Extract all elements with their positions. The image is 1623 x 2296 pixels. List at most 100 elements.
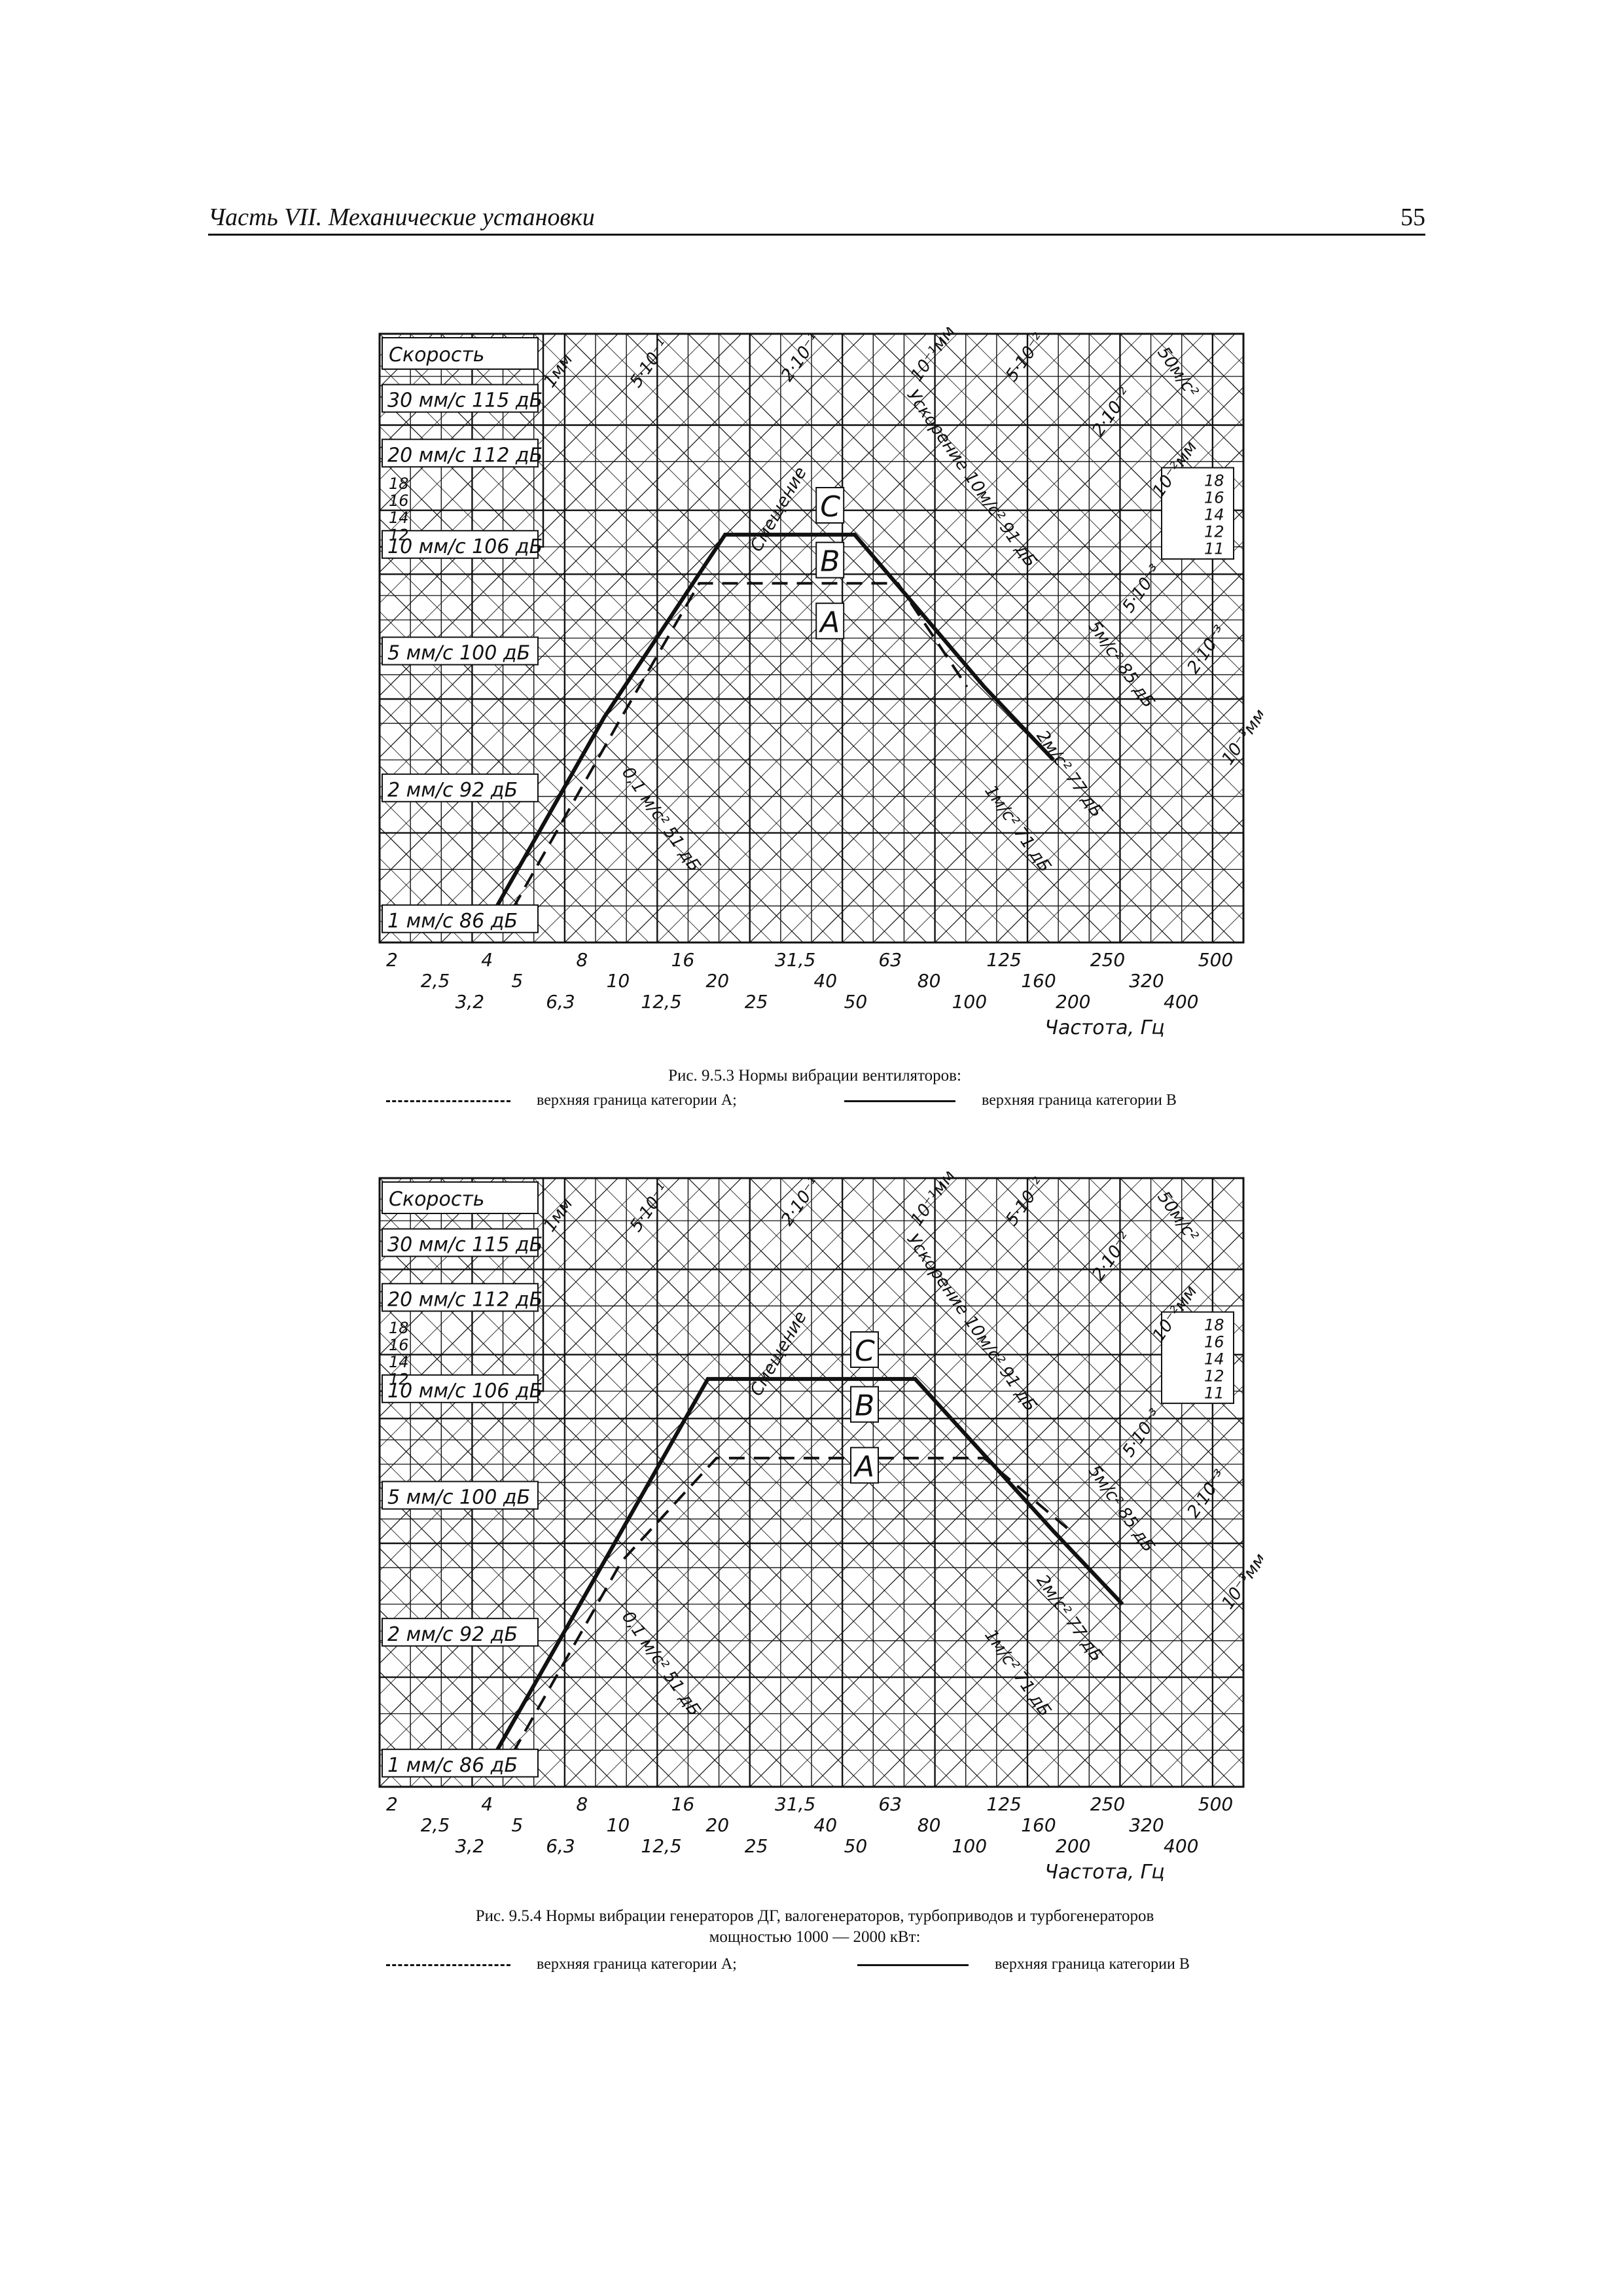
acceleration-diagonal	[1243, 1178, 1263, 1787]
frequency-tick-label: 160	[1021, 1814, 1056, 1836]
zone-label-box	[815, 487, 845, 524]
frequency-tick-label: 3,2	[455, 1835, 485, 1857]
velocity-title-box	[382, 337, 539, 370]
acceleration-diagonal	[380, 1640, 526, 1787]
acceleration-diagonal	[996, 334, 1243, 581]
right-scale-box	[1161, 467, 1234, 560]
acceleration-diagonal	[842, 1178, 1243, 1580]
acceleration-diagonal	[380, 703, 618, 942]
acceleration-diagonal	[657, 334, 1243, 921]
legend-solid: верхняя граница категории B	[857, 1956, 1190, 1973]
acceleration-diagonal	[380, 641, 680, 942]
velocity-title-box	[382, 1181, 539, 1214]
legend-dashed: верхняя граница категории A;	[386, 1092, 737, 1109]
frequency-tick-label: 10	[607, 1814, 630, 1836]
page-header: Часть VII. Механические установки 55	[208, 196, 1425, 236]
frequency-tick-label: 125	[986, 1793, 1021, 1815]
frequency-tick-label: 4	[481, 949, 493, 971]
frequency-tick-label: 200	[1056, 991, 1090, 1013]
velocity-label-box	[382, 1228, 539, 1257]
displacement-diagonal	[380, 334, 495, 450]
frequency-tick-label: 63	[878, 1793, 902, 1815]
acceleration-diagonal	[380, 673, 649, 942]
figure-caption: Рис. 9.5.3 Нормы вибрации вентиляторов:	[366, 1066, 1263, 1086]
displacement-diagonal	[965, 664, 1243, 942]
right-scale-tick: 11	[1204, 1384, 1224, 1403]
figure-legend: верхняя граница категории A; верхняя гра…	[386, 1092, 1263, 1114]
frequency-tick-label: 5	[511, 1814, 523, 1836]
acceleration-diagonal	[872, 334, 1243, 705]
frequency-tick-label: 2	[386, 1793, 398, 1815]
acceleration-diagonal	[904, 1178, 1243, 1518]
displacement-diagonal	[1243, 334, 1263, 942]
displacement-diagonal	[380, 1178, 495, 1294]
left-scale-tick: 18	[389, 1319, 409, 1337]
displacement-diagonal	[380, 334, 526, 480]
velocity-label-2: 20 мм/с 112 дБ	[387, 1288, 543, 1311]
frequency-tick-label: 100	[952, 1835, 987, 1857]
right-scale-tick: 16	[1204, 1333, 1224, 1352]
right-scale-tick: 11	[1204, 540, 1224, 558]
acceleration-diagonal	[595, 1178, 1205, 1787]
displacement-diagonal	[380, 334, 557, 511]
x-axis-title: Частота, Гц	[1044, 1016, 1164, 1039]
displacement-diagonal	[1027, 726, 1243, 942]
velocity-label-box	[382, 1748, 539, 1778]
velocity-label-2: 20 мм/с 112 дБ	[387, 444, 543, 467]
acceleration-diagonal	[842, 334, 1243, 736]
velocity-label-box	[382, 439, 539, 468]
category-a-upper-limit	[499, 1456, 1072, 1776]
acceleration-diagonal	[380, 1671, 495, 1787]
frequency-tick-label: 40	[813, 1814, 837, 1836]
acceleration-diagonal	[380, 1208, 958, 1787]
frequency-tick-label: 8	[576, 949, 588, 971]
velocity-title: Скорость	[389, 344, 484, 367]
frequency-tick-label: 320	[1129, 970, 1164, 992]
acceleration-diagonal	[380, 1178, 989, 1787]
acceleration-diagonal	[811, 1178, 1243, 1611]
displacement-diagonal	[996, 695, 1243, 942]
acceleration-diagonal	[811, 334, 1243, 766]
acceleration-diagonal	[380, 734, 588, 942]
acceleration-diagonal	[380, 334, 989, 942]
acceleration-diagonal	[965, 1178, 1243, 1456]
acceleration-diagonal	[780, 334, 1243, 797]
displacement-diagonal	[1089, 787, 1243, 942]
acceleration-diagonal	[872, 1178, 1243, 1549]
acceleration-diagonal	[380, 1579, 588, 1787]
velocity-label-3: 10 мм/с 106 дБ	[387, 1380, 543, 1403]
acceleration-diagonal	[1089, 1178, 1243, 1333]
frequency-tick-label: 31,5	[775, 949, 815, 971]
velocity-label-4: 5 мм/с 100 дБ	[387, 642, 530, 665]
frequency-tick-label: 16	[671, 949, 695, 971]
chart-grid	[380, 1178, 1263, 1787]
acceleration-diagonal	[1120, 334, 1243, 458]
left-scale-tick: 16	[389, 492, 409, 510]
right-scale-tick: 18	[1204, 472, 1224, 490]
acceleration-diagonal	[749, 334, 1243, 829]
right-scale-tick: 16	[1204, 489, 1224, 507]
acceleration-diagonal	[380, 1300, 865, 1787]
frequency-tick-label: 25	[745, 1835, 768, 1857]
zone-label-C: C	[820, 490, 840, 524]
acceleration-diagonal	[366, 334, 371, 942]
figure-legend: верхняя граница категории A; верхняя гра…	[386, 1956, 1263, 1978]
acceleration-diagonal	[503, 334, 1112, 942]
legend-solid: верхняя граница категории B	[844, 1092, 1177, 1109]
velocity-title: Скорость	[389, 1188, 484, 1211]
frequency-tick-label: 3,2	[455, 991, 485, 1013]
acceleration-diagonal	[472, 334, 1081, 942]
frequency-tick-label: 50	[844, 1835, 868, 1857]
zone-label-A: A	[853, 1450, 874, 1484]
dashed-line-sample	[386, 1964, 510, 1966]
displacement-diagonal	[380, 1178, 680, 1479]
page-number: 55	[1400, 204, 1425, 231]
frequency-tick-label: 12,5	[641, 1835, 681, 1857]
legend-solid-label: верхняя граница категории B	[995, 1956, 1190, 1973]
caption-line: Рис. 9.5.4 Нормы вибрации генераторов ДГ…	[475, 1907, 1154, 1925]
right-scale-tick: 14	[1204, 1350, 1224, 1369]
left-scale-tick: 14	[389, 1353, 409, 1371]
zone-label-A: A	[818, 606, 840, 639]
frequency-tick-label: 125	[986, 949, 1021, 971]
solid-line-sample	[844, 1100, 955, 1102]
